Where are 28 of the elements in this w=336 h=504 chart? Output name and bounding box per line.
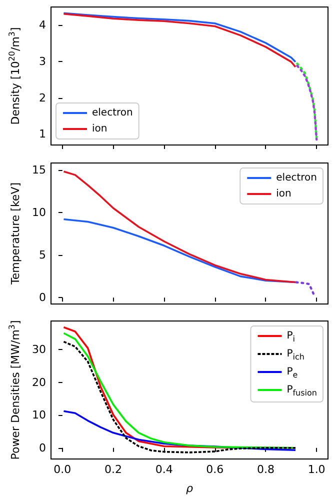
x-tick-label: 0.2 — [104, 463, 122, 476]
line-series — [295, 281, 316, 296]
y-axis-title: Density [1020/m3] — [8, 27, 22, 125]
y-axis-title: Power Densities [MW/m3] — [8, 320, 22, 460]
y-tick-label: 0 — [39, 291, 46, 304]
line-series — [62, 410, 296, 452]
x-tick-label: 1.0 — [308, 463, 326, 476]
y-axis-title: Temperature [keV] — [9, 182, 22, 286]
y-tick-label: 2 — [39, 91, 46, 104]
x-tick-label: 0.0 — [54, 463, 72, 476]
x-axis-title: ρ — [186, 482, 194, 495]
x-tick-label: 0.6 — [206, 463, 224, 476]
x-tick-label: 0.8 — [256, 463, 274, 476]
legend-label: ion — [92, 124, 108, 134]
y-tick-label: 3 — [39, 54, 46, 68]
y-tick-label: 30 — [32, 343, 46, 356]
y-tick-label: 10 — [32, 408, 46, 422]
legend-label: electron — [92, 108, 133, 118]
legend-label: ion — [276, 188, 292, 200]
y-tick-label: 0 — [39, 441, 46, 454]
y-tick-label: 15 — [32, 163, 46, 176]
y-tick-label: 1 — [39, 128, 46, 141]
y-tick-label: 20 — [32, 376, 46, 389]
x-tick-label: 0.4 — [155, 463, 173, 476]
y-tick-label: 10 — [32, 206, 46, 219]
y-tick-label: 5 — [39, 248, 46, 262]
y-tick-label: 4 — [39, 18, 46, 32]
legend-label: electron — [276, 172, 318, 184]
